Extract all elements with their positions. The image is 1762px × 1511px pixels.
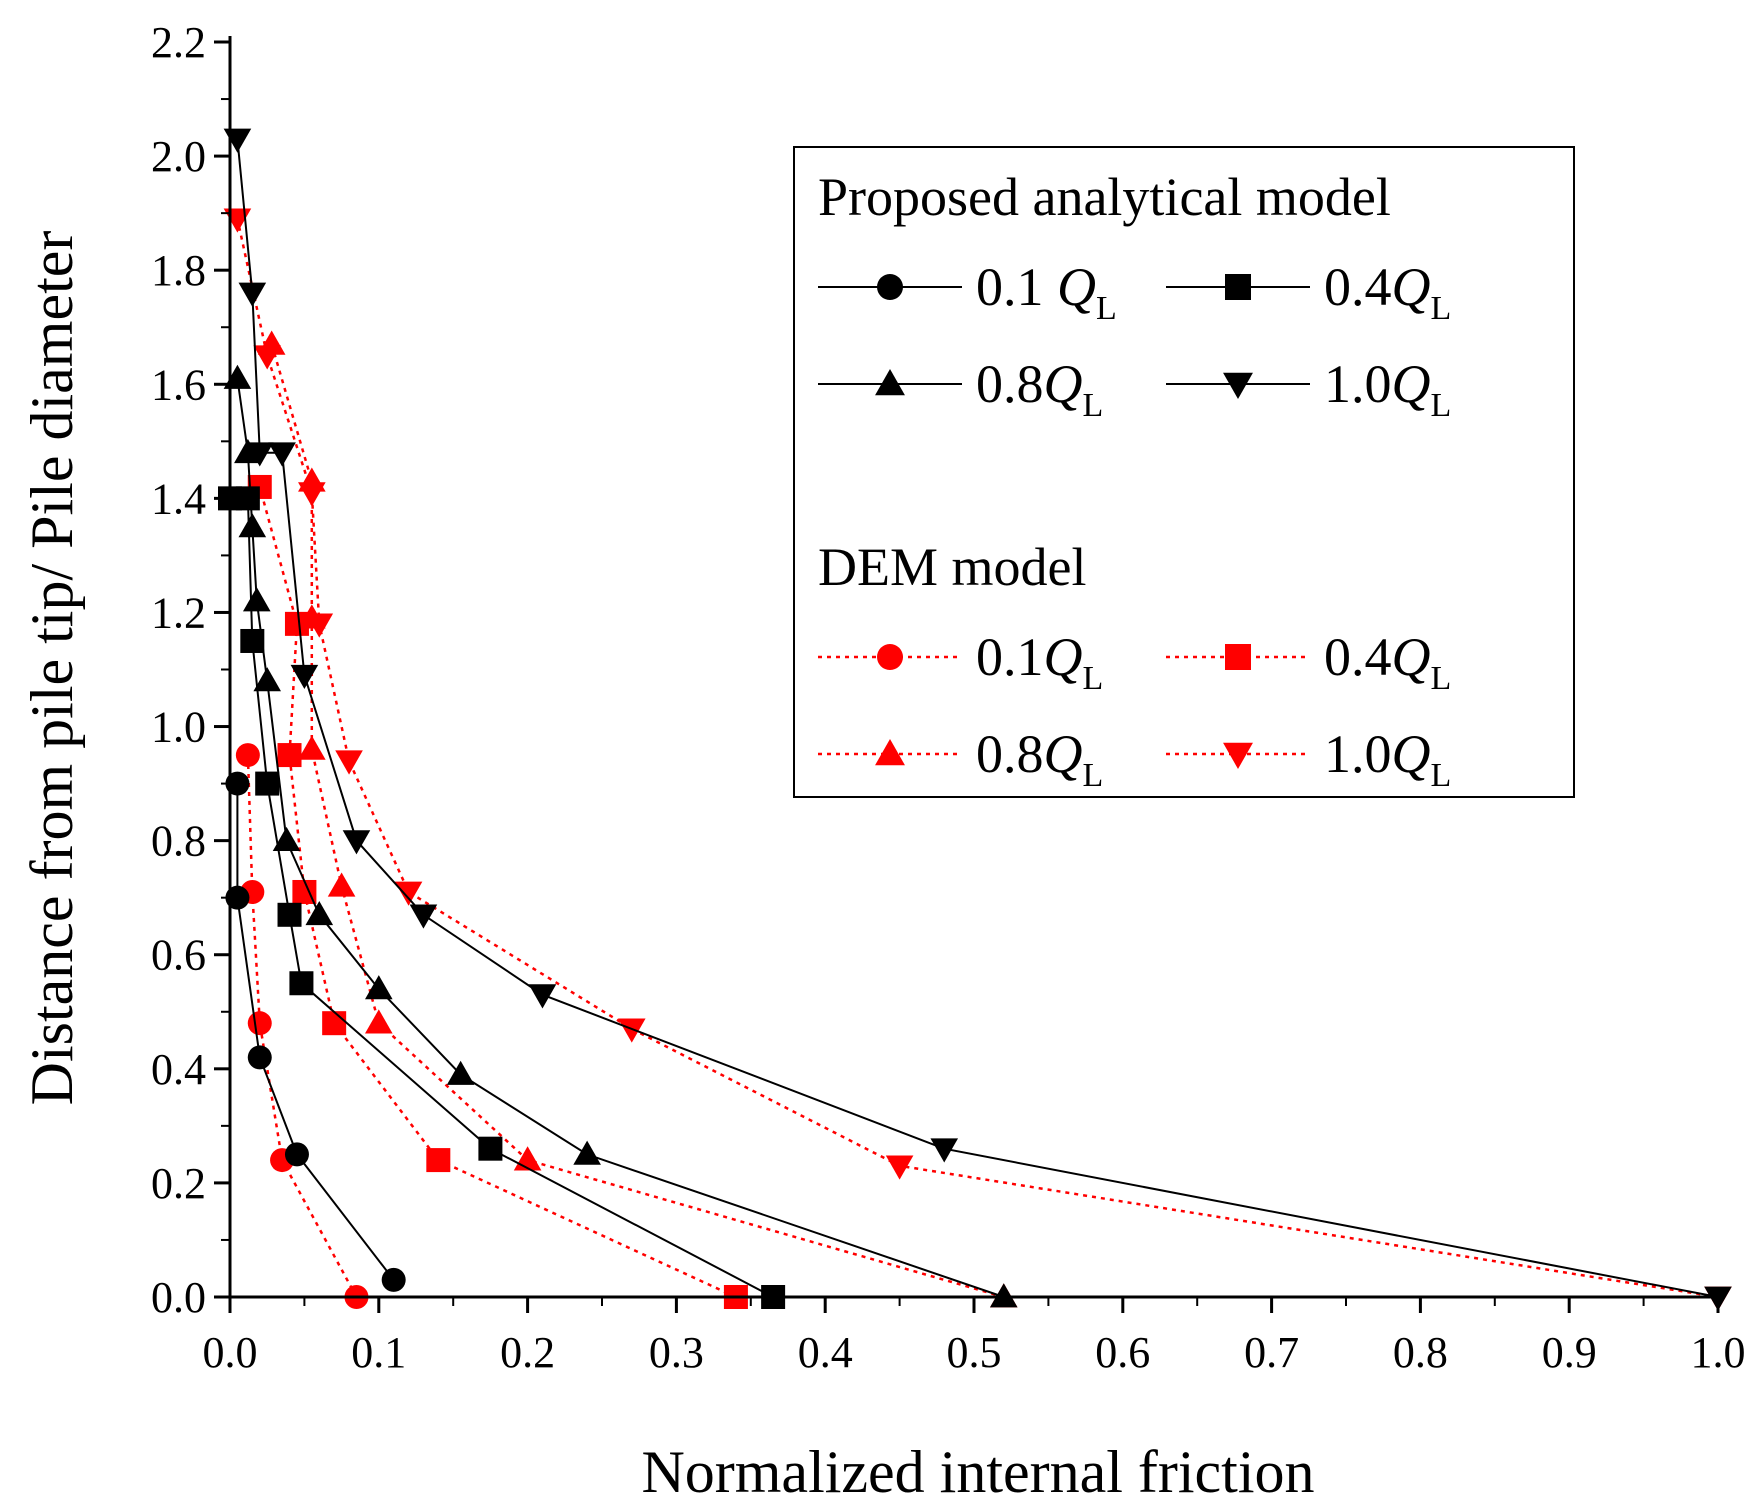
x-tick-label: 0.1 <box>351 1328 406 1377</box>
data-point <box>365 1009 393 1034</box>
legend-label: 0.1QL <box>976 627 1103 697</box>
data-point <box>446 1060 475 1085</box>
legend-marker <box>1225 274 1251 300</box>
x-tick-label: 0.7 <box>1244 1328 1299 1377</box>
x-tick-label: 0.0 <box>203 1328 258 1377</box>
series-line <box>246 755 358 1298</box>
legend-label: 1.0QL <box>1324 354 1451 424</box>
x-tick-label: 1.0 <box>1691 1328 1746 1377</box>
x-tick-label: 0.8 <box>1393 1328 1448 1377</box>
data-point <box>235 743 260 768</box>
y-tick-label: 1.4 <box>151 474 206 523</box>
y-tick-label: 2.0 <box>151 132 206 181</box>
data-point <box>305 900 334 926</box>
data-point <box>277 902 302 927</box>
data-point <box>617 1018 646 1043</box>
legend-marker <box>1223 372 1253 399</box>
legend-label: 0.8QL <box>976 354 1103 424</box>
data-point <box>885 1155 914 1180</box>
legend-marker <box>1223 742 1253 769</box>
x-tick-label: 0.9 <box>1542 1328 1597 1377</box>
legend-label: 0.1 QL <box>976 257 1117 327</box>
legend-label: 0.4QL <box>1324 627 1451 697</box>
legend-label: 1.0QL <box>1324 724 1451 794</box>
data-point <box>238 513 267 538</box>
axes: 0.0 0.1 0.2 0.3 0.4 0.5 0.6 0.7 0.8 0.9 1.0 0.0 0.2 0… <box>151 18 1746 1377</box>
data-point <box>298 735 326 760</box>
legend-marker <box>877 274 903 300</box>
data-point <box>335 750 363 775</box>
data-point <box>277 743 302 768</box>
y-tick-label: 1.2 <box>151 588 206 637</box>
data-point <box>573 1140 601 1165</box>
x-tick-label: 0.2 <box>500 1328 555 1377</box>
x-tick-label: 0.4 <box>798 1328 853 1377</box>
data-point <box>322 1011 347 1036</box>
data-point <box>930 1138 959 1163</box>
legend-marker <box>1225 644 1251 670</box>
y-tick-label: 0.2 <box>151 1159 206 1208</box>
legend-heading: Proposed analytical model <box>818 167 1391 227</box>
y-tick-label: 0.4 <box>151 1045 206 1094</box>
data-point <box>528 984 557 1009</box>
data-point <box>247 1045 272 1070</box>
y-tick-label: 0.8 <box>151 817 206 866</box>
y-tick-label: 2.2 <box>151 18 206 67</box>
data-point <box>426 1148 451 1173</box>
y-tick-label: 0.0 <box>151 1273 206 1322</box>
series-dem-0-1ql <box>235 743 369 1309</box>
legend: Proposed analytical model 0.1 QL 0.4QL 0.8Q… <box>793 146 1575 798</box>
data-point <box>238 282 267 307</box>
data-point <box>327 872 356 897</box>
data-point <box>245 442 274 467</box>
data-point <box>394 881 423 906</box>
data-point <box>989 1283 1018 1308</box>
series-dem-1-0ql <box>223 208 1732 1311</box>
legend-marker <box>875 739 905 766</box>
series-dem-0-4ql <box>247 474 748 1309</box>
y-tick-label: 1.8 <box>151 246 206 295</box>
data-point <box>253 345 281 370</box>
data-point <box>284 1142 309 1167</box>
data-point <box>365 975 393 1000</box>
data-point <box>255 771 280 796</box>
data-point <box>513 1146 542 1171</box>
data-point <box>223 128 252 153</box>
legend-marker <box>875 369 905 396</box>
legend-heading: DEM model <box>818 537 1086 597</box>
data-point <box>409 904 438 929</box>
plot-area <box>218 128 1732 1311</box>
y-tick-label: 1.6 <box>151 360 206 409</box>
x-tick-label: 0.6 <box>1095 1328 1150 1377</box>
data-point <box>268 442 296 467</box>
data-point <box>478 1136 503 1161</box>
data-point <box>247 1011 272 1036</box>
y-axis-title: Distance from pile tip/ Pile diameter <box>19 231 85 1106</box>
x-axis-title: Normalized internal friction <box>641 1439 1314 1505</box>
data-point <box>342 830 371 855</box>
series-line <box>236 218 1719 1299</box>
legend-label: 0.4QL <box>1324 257 1451 327</box>
data-point <box>298 482 326 507</box>
legend-box <box>793 146 1575 798</box>
data-point <box>305 613 334 638</box>
data-point <box>242 587 271 612</box>
data-point <box>381 1267 406 1292</box>
data-point <box>272 826 301 851</box>
x-tick-label: 0.5 <box>947 1328 1002 1377</box>
legend-label: 0.8QL <box>976 724 1103 794</box>
data-point <box>289 971 314 996</box>
data-point <box>253 667 281 692</box>
x-tick-label: 0.3 <box>649 1328 704 1377</box>
legend-marker <box>877 644 903 670</box>
series-analytical-1-0ql <box>223 128 1732 1311</box>
data-point <box>290 664 319 690</box>
y-tick-label: 1.0 <box>151 703 206 752</box>
y-tick-label: 0.6 <box>151 931 206 980</box>
series-line <box>236 138 1719 1298</box>
